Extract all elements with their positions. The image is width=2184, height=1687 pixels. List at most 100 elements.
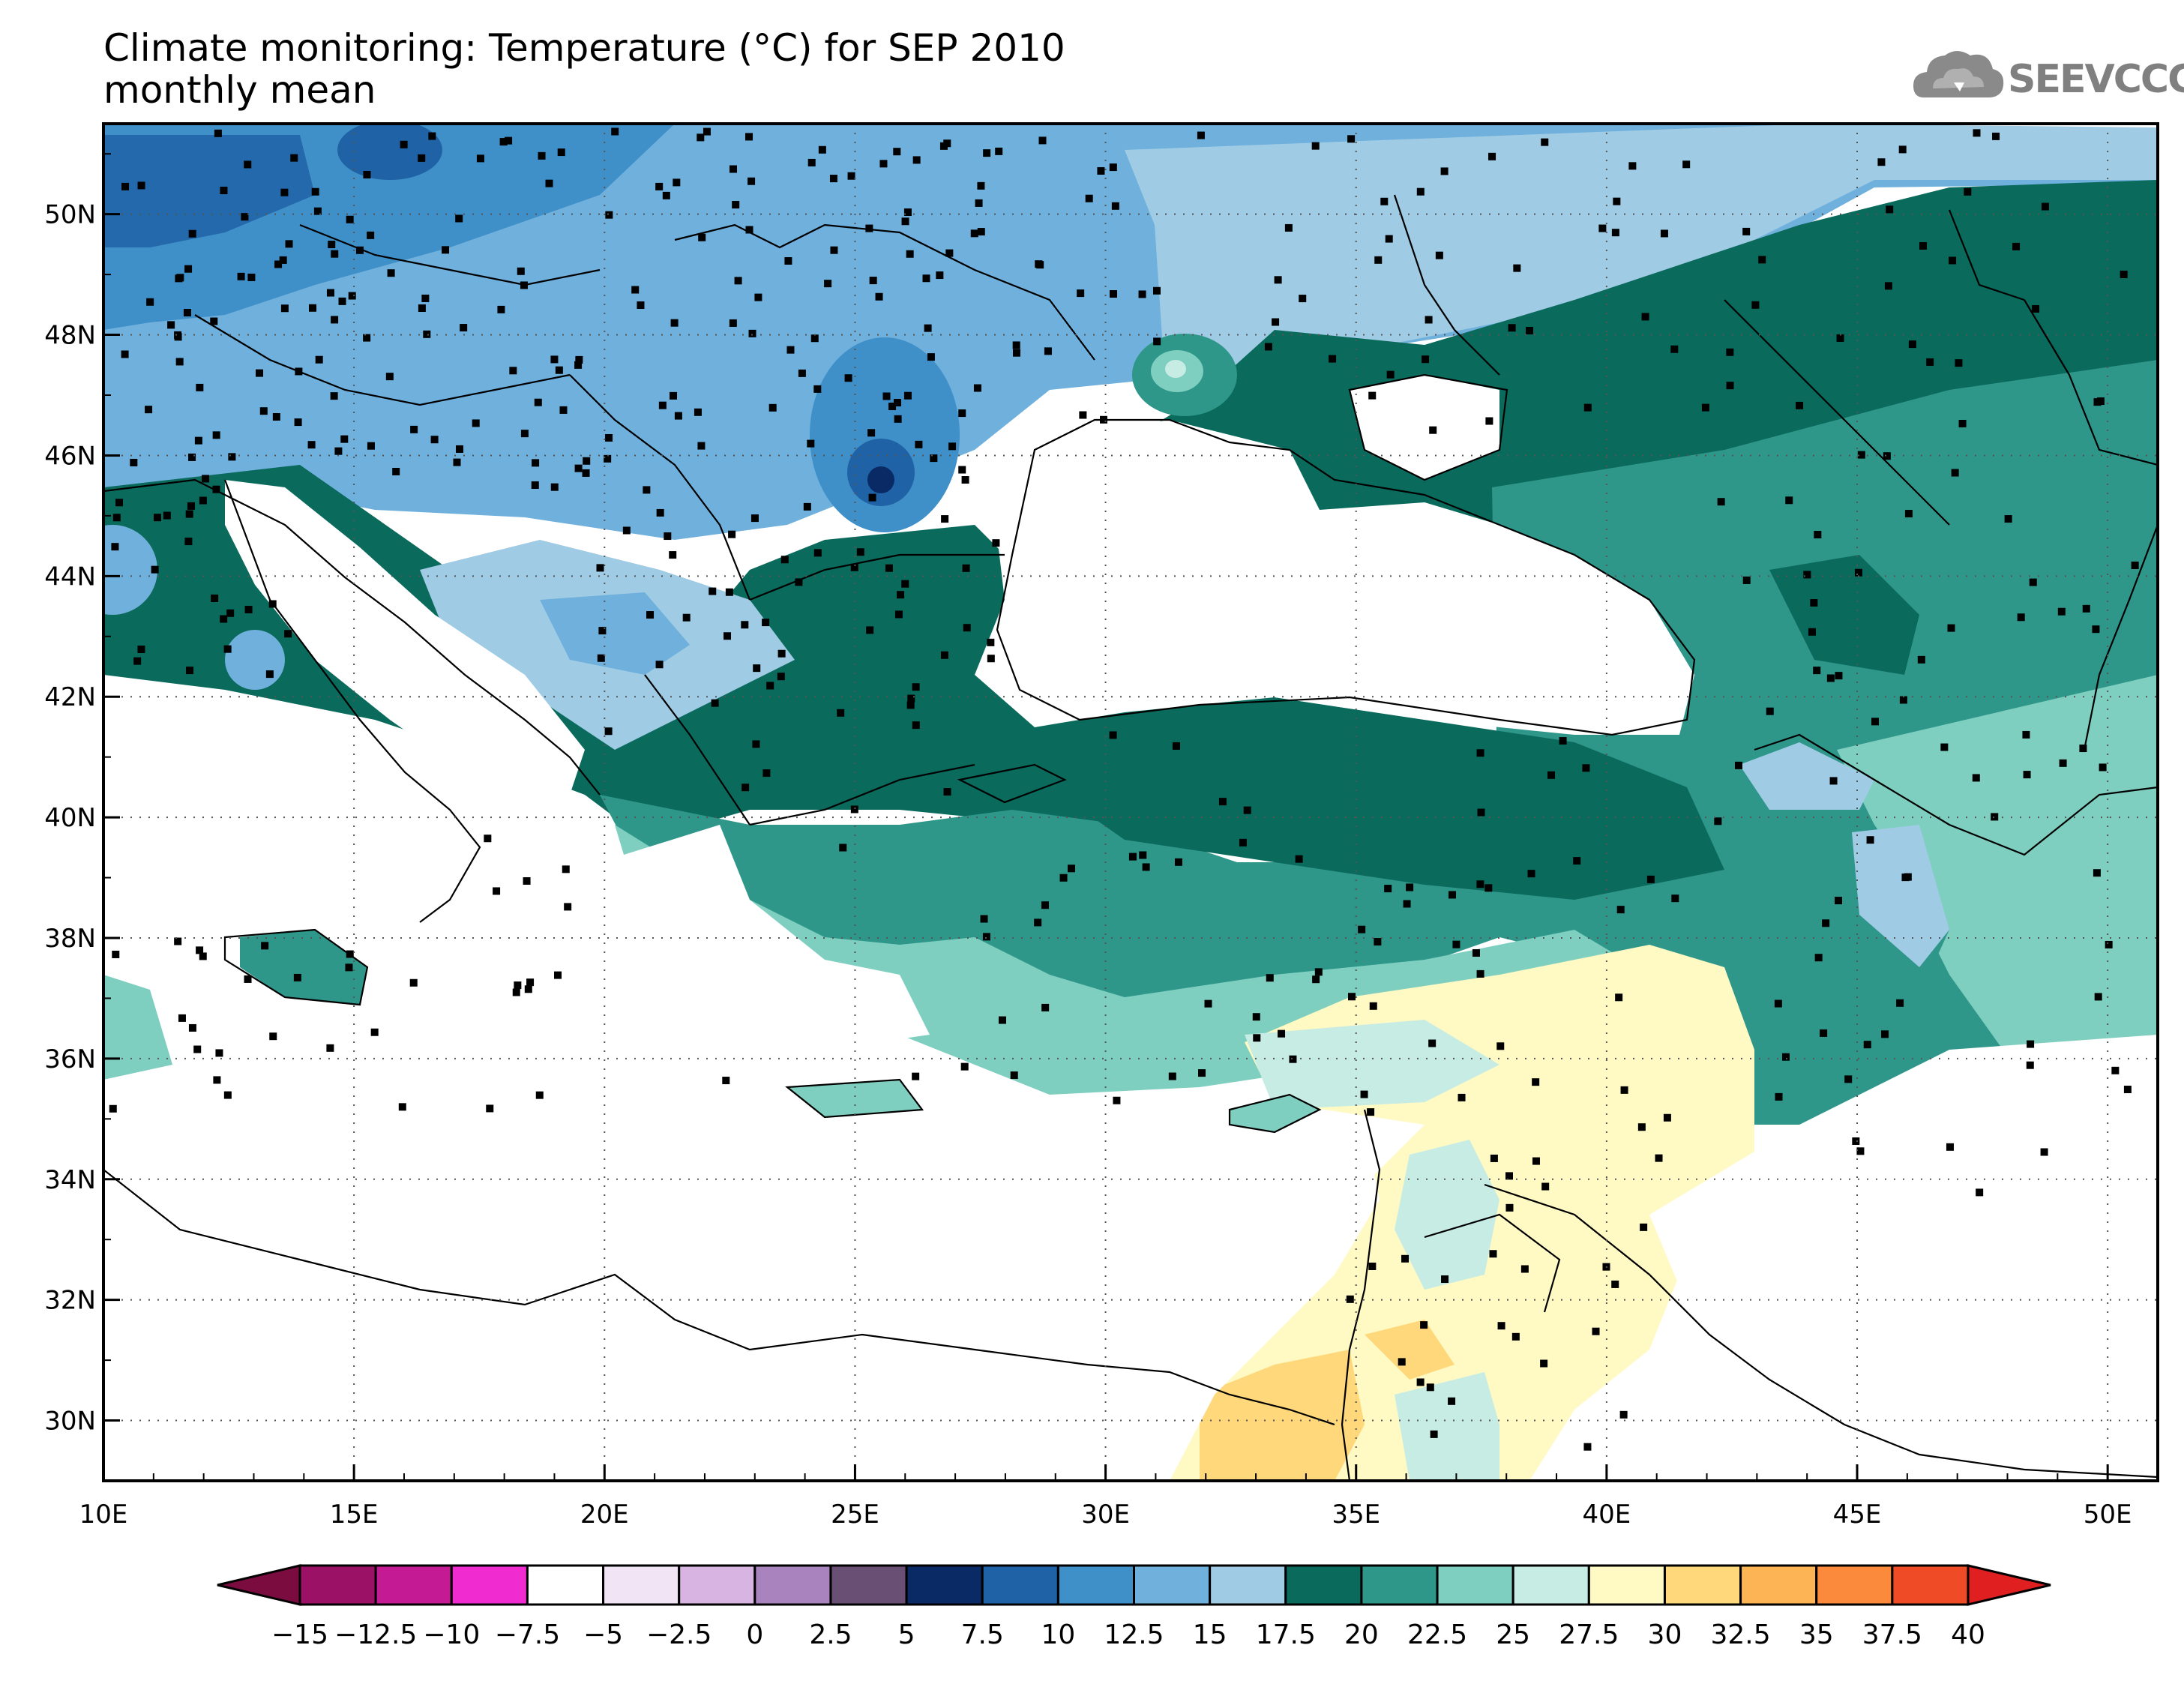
station-marker xyxy=(709,587,717,595)
lon-tick-label: 20E xyxy=(580,1500,629,1530)
station-marker xyxy=(1204,999,1212,1008)
station-marker xyxy=(2022,730,2030,739)
station-marker xyxy=(241,213,249,221)
station-marker xyxy=(213,1076,221,1084)
station-marker xyxy=(174,331,182,339)
station-marker xyxy=(367,442,375,450)
station-marker xyxy=(199,952,207,960)
station-marker xyxy=(1671,894,1679,903)
station-marker xyxy=(1243,806,1251,814)
station-marker xyxy=(1266,974,1274,982)
colorbar-max-arrow xyxy=(1967,1564,2051,1606)
station-marker xyxy=(901,580,909,588)
station-marker xyxy=(2059,759,2067,767)
colorbar-label: 27.5 xyxy=(1559,1620,1619,1650)
station-marker xyxy=(882,392,891,400)
station-marker xyxy=(1854,568,1862,577)
station-marker xyxy=(924,324,932,332)
station-marker xyxy=(1951,469,1959,477)
station-marker xyxy=(762,769,771,778)
station-marker xyxy=(970,229,978,238)
station-marker xyxy=(294,418,302,427)
station-marker xyxy=(670,319,679,327)
station-marker xyxy=(2029,578,2037,586)
station-marker xyxy=(830,246,838,254)
station-marker xyxy=(977,228,985,236)
colorbar-label: 22.5 xyxy=(1407,1620,1467,1650)
station-marker xyxy=(418,154,426,162)
station-marker xyxy=(1068,864,1076,873)
station-marker xyxy=(153,514,161,522)
station-marker xyxy=(1866,836,1874,844)
lat-tick-label: 46N xyxy=(44,441,96,471)
colorbar-label: 37.5 xyxy=(1862,1620,1922,1650)
station-marker xyxy=(1991,813,1999,821)
station-marker xyxy=(550,483,559,491)
station-marker xyxy=(1314,968,1323,976)
station-marker xyxy=(1386,370,1395,379)
station-marker xyxy=(1520,1265,1529,1273)
station-marker xyxy=(338,297,346,305)
station-marker xyxy=(1416,187,1425,196)
station-marker xyxy=(912,156,921,164)
station-marker xyxy=(694,408,702,416)
colorbar-label: 5 xyxy=(898,1620,915,1650)
station-marker xyxy=(1640,1223,1648,1231)
station-marker xyxy=(1904,510,1913,518)
station-marker xyxy=(187,502,195,510)
station-marker xyxy=(1428,1039,1437,1047)
colorbar-label: 0 xyxy=(746,1620,763,1650)
colorbar-label: 32.5 xyxy=(1711,1620,1771,1650)
station-marker xyxy=(703,127,711,136)
station-marker xyxy=(331,316,339,324)
station-marker xyxy=(279,256,287,264)
station-marker xyxy=(655,661,664,669)
colorbar-label: 10 xyxy=(1041,1620,1075,1650)
station-marker xyxy=(499,138,508,146)
lat-tick-label: 38N xyxy=(44,924,96,954)
station-marker xyxy=(1822,919,1830,927)
station-marker xyxy=(1582,764,1590,772)
station-marker xyxy=(1917,655,1925,664)
station-marker xyxy=(865,224,873,232)
station-marker xyxy=(442,246,450,254)
station-marker xyxy=(1899,696,1907,704)
station-marker xyxy=(564,903,572,911)
station-marker xyxy=(1829,777,1838,785)
colorbar-swatch xyxy=(829,1564,908,1606)
station-marker xyxy=(194,436,202,445)
station-marker xyxy=(1429,426,1437,434)
station-marker xyxy=(732,201,740,209)
station-marker xyxy=(844,374,852,382)
station-marker xyxy=(410,425,418,433)
station-marker xyxy=(1775,1092,1783,1101)
colorbar-label: 15 xyxy=(1193,1620,1227,1650)
station-marker xyxy=(1111,202,1119,210)
station-marker xyxy=(673,178,681,187)
station-marker xyxy=(363,334,371,342)
station-marker xyxy=(1401,1254,1410,1263)
colorbar-label: −2.5 xyxy=(646,1620,712,1650)
station-marker xyxy=(604,727,613,736)
station-marker xyxy=(1541,138,1549,146)
station-marker xyxy=(514,981,522,990)
station-marker xyxy=(261,942,269,950)
station-marker xyxy=(2082,604,2090,613)
station-marker xyxy=(486,1104,494,1113)
station-marker xyxy=(1766,707,1774,715)
colorbar-swatch xyxy=(905,1564,984,1606)
station-marker xyxy=(223,645,232,653)
station-marker xyxy=(313,207,322,215)
station-marker xyxy=(121,350,129,358)
station-marker xyxy=(1734,761,1742,769)
station-marker xyxy=(1682,160,1691,169)
station-marker xyxy=(1477,808,1485,817)
station-marker xyxy=(961,476,969,484)
station-marker xyxy=(345,963,353,972)
station-marker xyxy=(1374,256,1383,264)
station-marker xyxy=(1348,993,1356,1001)
station-marker xyxy=(611,127,619,136)
station-marker xyxy=(2120,270,2128,278)
station-marker xyxy=(1835,897,1843,905)
colorbar-label: 35 xyxy=(1799,1620,1834,1650)
